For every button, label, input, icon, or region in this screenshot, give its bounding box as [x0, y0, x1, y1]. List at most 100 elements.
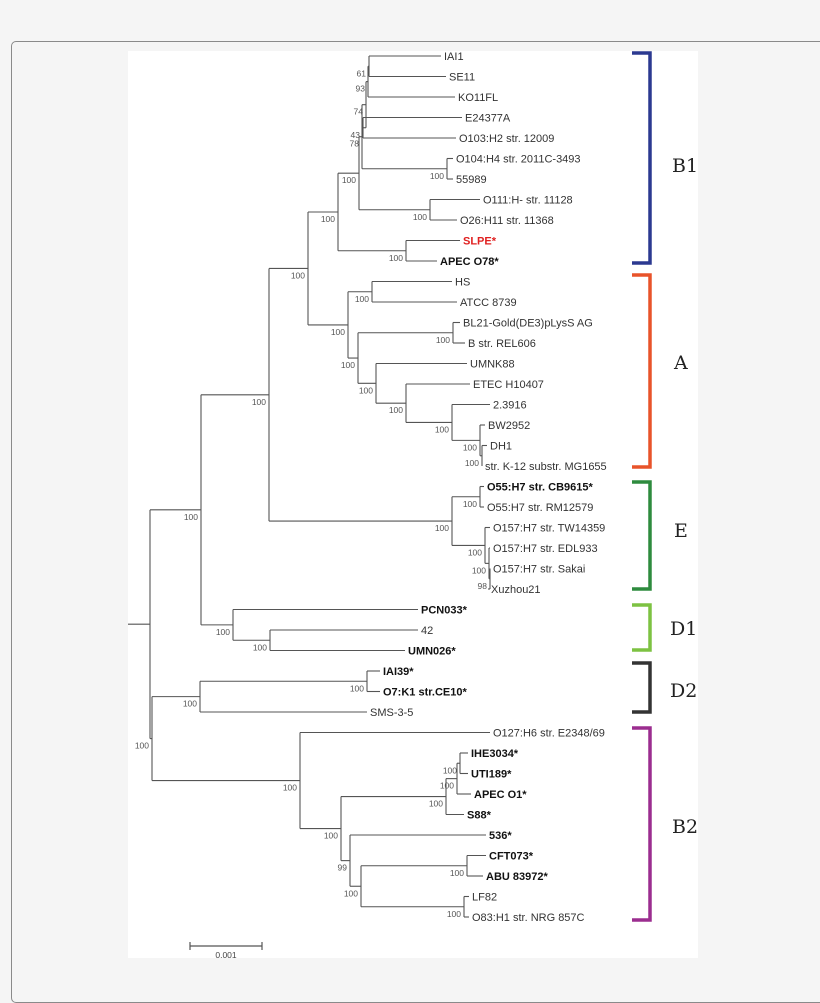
leaf-label: SLPE*: [463, 236, 497, 248]
bootstrap-value: 78: [350, 139, 360, 149]
leaf-label: O104:H4 str. 2011C-3493: [456, 154, 581, 166]
clade-bracket-a: [632, 273, 652, 469]
clade-bracket-d1: [632, 603, 652, 652]
bootstrap-value: 100: [184, 512, 198, 522]
bootstrap-value: 100: [447, 909, 461, 919]
bootstrap-value: 100: [331, 327, 345, 337]
bootstrap-value: 100: [413, 212, 427, 222]
leaf-label: UMN026*: [408, 646, 456, 658]
scale-bar-label: 0.001: [215, 950, 237, 960]
leaf-label: O7:K1 str.CE10*: [383, 687, 467, 699]
leaf-label: UTI189*: [471, 769, 512, 781]
leaf-label: ATCC 8739: [460, 297, 517, 309]
leaf-label: IHE3034*: [471, 748, 519, 760]
bootstrap-value: 100: [435, 523, 449, 533]
bootstrap-value: 100: [429, 799, 443, 809]
leaf-label: BL21-Gold(DE3)pLysS AG: [463, 318, 593, 330]
bootstrap-value: 74: [354, 107, 364, 117]
leaf-label: IAI39*: [383, 666, 414, 678]
clade-label-b1: B1: [672, 155, 698, 177]
clade-label-a: A: [673, 352, 688, 374]
bootstrap-value: 100: [440, 781, 454, 791]
phylogenetic-tree-figure: [128, 51, 698, 958]
leaf-label: UMNK88: [470, 359, 515, 371]
clade-label-d1: D1: [670, 618, 697, 640]
bootstrap-value: 100: [321, 214, 335, 224]
leaf-label: 2.3916: [493, 400, 527, 412]
bootstrap-value: 100: [450, 868, 464, 878]
scale-bar: 0.001: [189, 942, 263, 960]
bootstrap-value: 100: [350, 683, 364, 693]
bootstrap-value: 99: [338, 863, 348, 873]
leaf-label: APEC O78*: [440, 256, 499, 268]
clade-bracket-b2: [632, 726, 652, 922]
bootstrap-value: 98: [478, 581, 488, 591]
leaf-label: O111:H- str. 11128: [483, 195, 573, 207]
bootstrap-value: 100: [216, 627, 230, 637]
leaf-label: LF82: [472, 892, 497, 904]
leaf-label: CFT073*: [489, 851, 534, 863]
leaf-label: O26:H11 str. 11368: [460, 215, 554, 227]
leaf-label: O83:H1 str. NRG 857C: [472, 912, 585, 924]
clade-label-b2: B2: [672, 816, 698, 838]
bootstrap-value: 100: [465, 458, 479, 468]
bootstrap-values: 61 93 43 74 100 78 100 100 100 100 100 100 100 100 100…: [135, 68, 487, 919]
bootstrap-value: 100: [253, 642, 267, 652]
bootstrap-value: 100: [291, 270, 305, 280]
leaf-label: E24377A: [465, 113, 511, 125]
leaf-label: str. K-12 substr. MG1655: [485, 461, 607, 473]
leaf-label: DH1: [490, 441, 512, 453]
bootstrap-value: 100: [355, 294, 369, 304]
leaf-label: O157:H7 str. Sakai: [493, 564, 585, 576]
leaf-label: SE11: [449, 72, 475, 84]
tree-branches: [128, 55, 491, 918]
leaf-label: PCN033*: [421, 605, 468, 617]
bootstrap-value: 93: [356, 84, 366, 94]
leaf-label: B str. REL606: [468, 338, 536, 350]
bootstrap-value: 100: [430, 171, 444, 181]
leaf-label: IAI1: [444, 51, 464, 63]
clade-bracket-b1: [632, 51, 652, 265]
leaf-label: ABU 83972*: [486, 871, 548, 883]
bootstrap-value: 100: [135, 741, 149, 751]
bootstrap-value: 100: [468, 547, 482, 557]
leaf-label: O157:H7 str. EDL933: [493, 543, 598, 555]
leaf-labels: IAI1 SE11 KO11FL E24377A O103:H2 str. 12009 O…: [370, 51, 607, 924]
bootstrap-value: 100: [283, 783, 297, 793]
leaf-label: Xuzhou21: [491, 584, 541, 596]
leaf-label: O55:H7 str. CB9615*: [487, 482, 593, 494]
bootstrap-value: 100: [472, 565, 486, 575]
phylogenetic-tree: 61 93 43 74 100 78 100 100 100 100 100 100 100 100 100…: [128, 51, 698, 960]
leaf-label: 42: [421, 625, 433, 637]
leaf-label: SMS-3-5: [370, 707, 413, 719]
bootstrap-value: 100: [341, 360, 355, 370]
leaf-label: HS: [455, 277, 470, 289]
bootstrap-value: 100: [183, 699, 197, 709]
bootstrap-value: 43: [351, 130, 361, 140]
bootstrap-value: 100: [443, 765, 457, 775]
bootstrap-value: 100: [463, 499, 477, 509]
bootstrap-value: 100: [389, 253, 403, 263]
leaf-label: BW2952: [488, 420, 530, 432]
clade-brackets: [632, 51, 652, 922]
leaf-label: O103:H2 str. 12009: [459, 133, 554, 145]
leaf-label: 55989: [456, 174, 487, 186]
leaf-label: ETEC H10407: [473, 379, 544, 391]
clade-labels: B1 A E D1 D2 B2: [670, 155, 698, 838]
leaf-label: O55:H7 str. RM12579: [487, 502, 593, 514]
bootstrap-value: 100: [389, 405, 403, 415]
bootstrap-value: 100: [359, 385, 373, 395]
leaf-label: S88*: [467, 810, 492, 822]
bootstrap-value: 61: [357, 68, 367, 78]
leaf-label: 536*: [489, 830, 512, 842]
leaf-label: KO11FL: [458, 92, 498, 104]
bootstrap-value: 100: [463, 442, 477, 452]
clade-bracket-d2: [632, 661, 652, 714]
leaf-label: APEC O1*: [474, 789, 527, 801]
bootstrap-value: 100: [344, 888, 358, 898]
bootstrap-value: 100: [252, 397, 266, 407]
clade-label-d2: D2: [670, 680, 697, 702]
clade-bracket-e: [632, 480, 652, 591]
bootstrap-value: 100: [436, 335, 450, 345]
bootstrap-value: 100: [435, 424, 449, 434]
